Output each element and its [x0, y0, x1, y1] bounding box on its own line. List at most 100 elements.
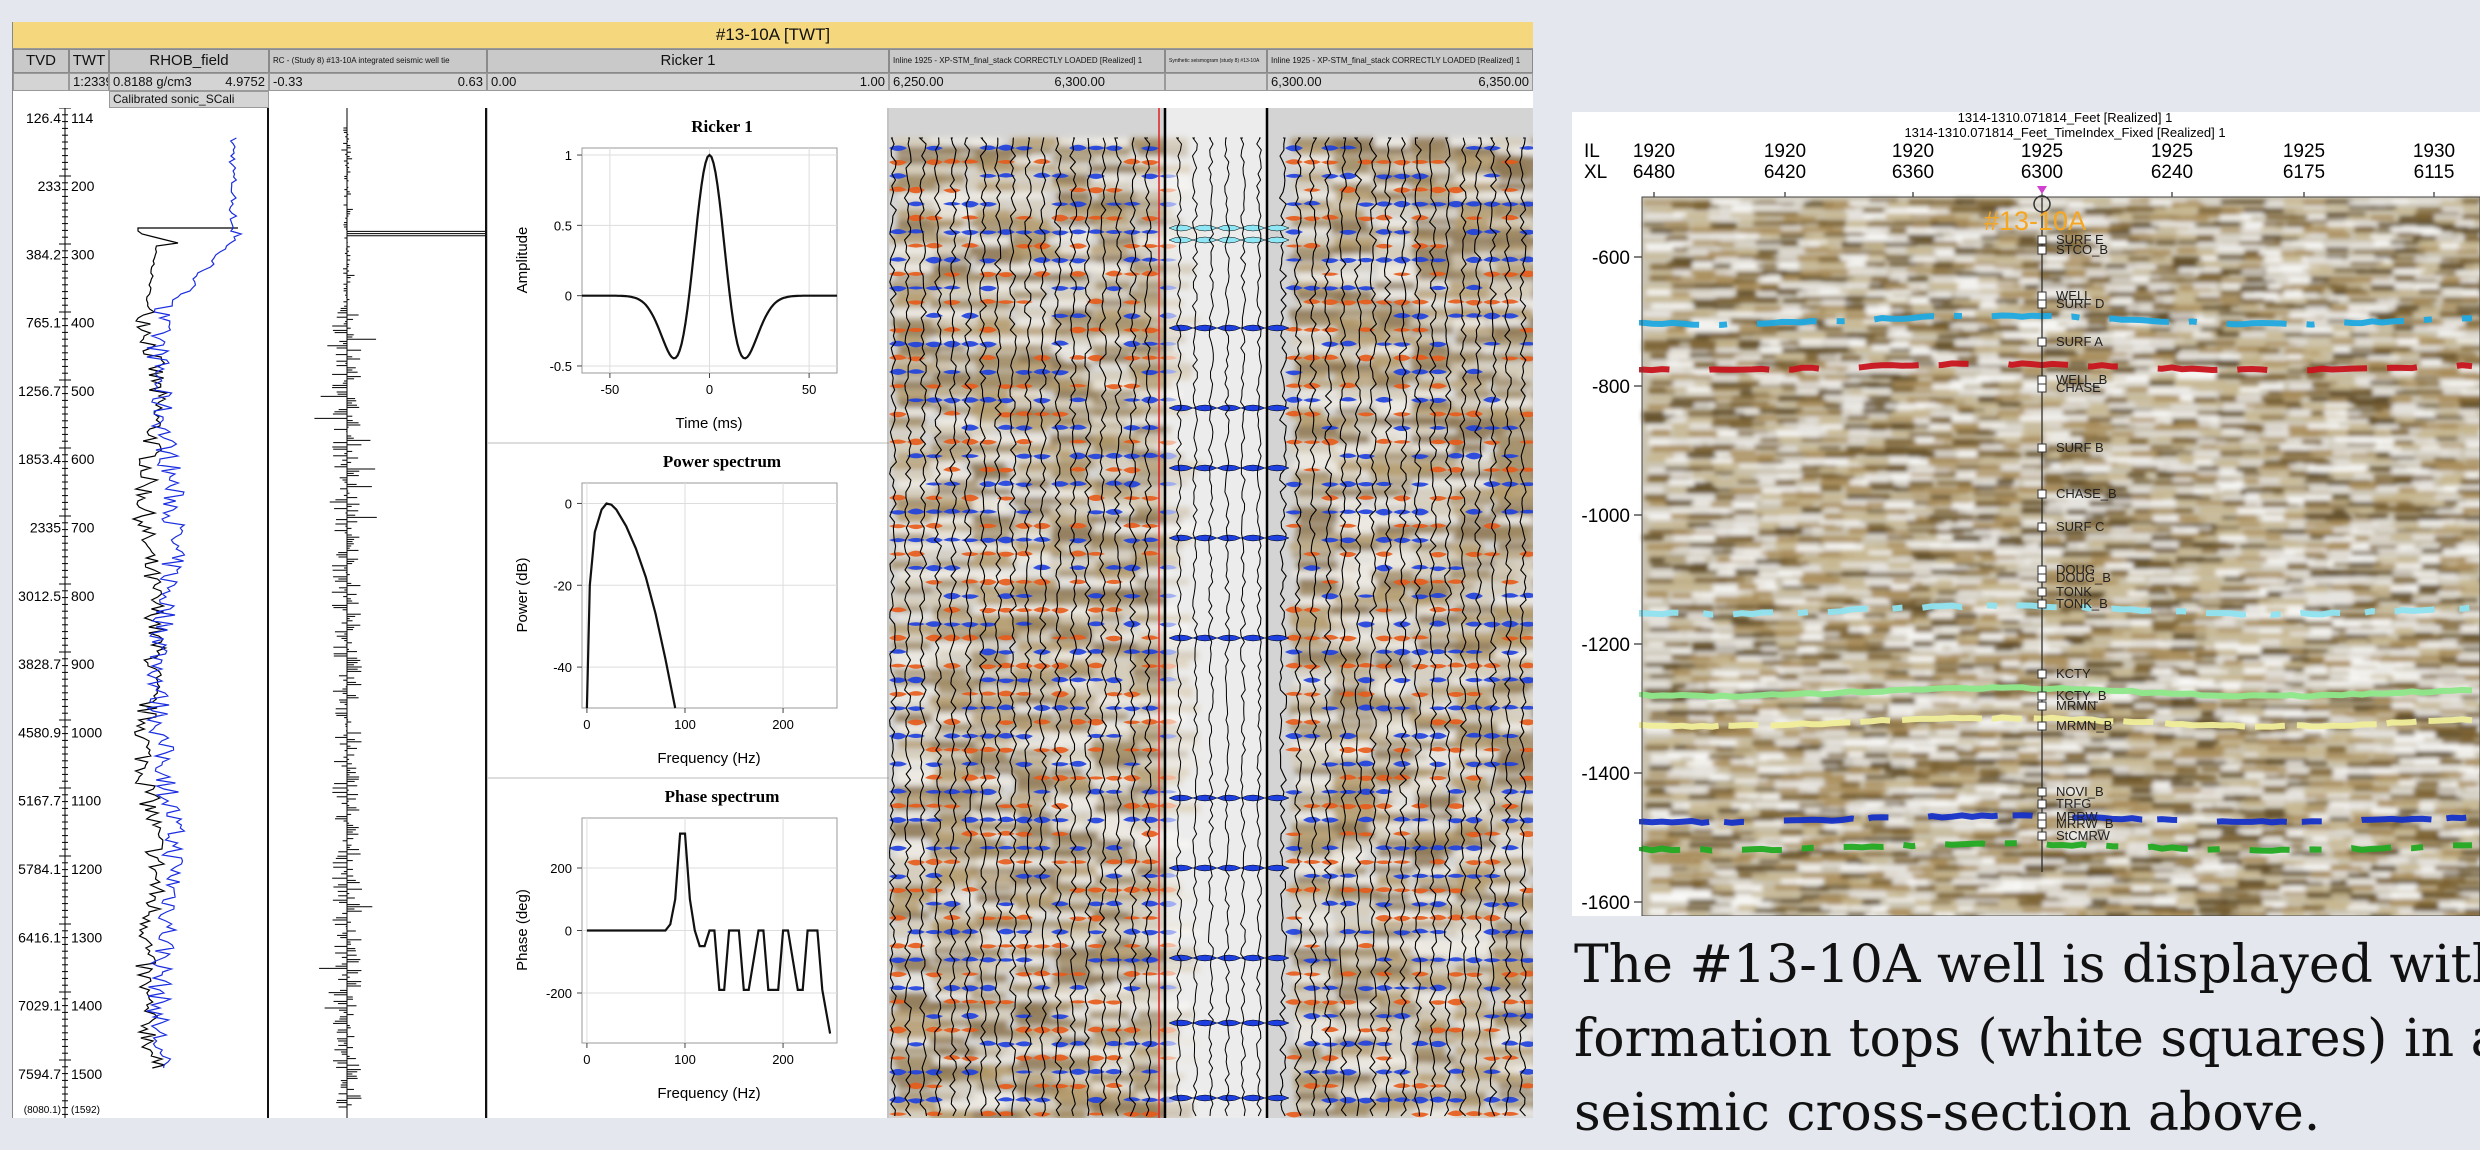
caption: The #13-10A well is displayed with forma… [1574, 928, 2474, 1150]
inline-label: 1925 [2283, 141, 2325, 162]
caption-line-1: The #13-10A well is displayed with [1574, 928, 2474, 1002]
tvd-label: 1853.4 [18, 451, 61, 467]
ricker-header[interactable]: Ricker 1 [487, 49, 889, 73]
formation-top-marker[interactable] [2038, 670, 2046, 678]
ricker-ylabel: Amplitude [514, 227, 531, 294]
power-spectrum-line [587, 504, 675, 709]
formation-top-marker[interactable] [2038, 292, 2046, 300]
tvd-label: 384.2 [26, 246, 61, 262]
formation-top-label: StCMRW [2056, 828, 2111, 843]
y-tick-label: 0 [565, 924, 572, 939]
tvd-label: 3012.5 [18, 588, 61, 604]
tvd-label: 6416.1 [18, 929, 61, 945]
cross-section-title-1: 1314-1310.071814_Feet [Realized] 1 [1958, 112, 2173, 125]
formation-top-marker[interactable] [2038, 574, 2046, 582]
seismic-right-header[interactable]: Inline 1925 - XP-STM_final_stack CORRECT… [1267, 49, 1533, 73]
formation-top-marker[interactable] [2038, 376, 2046, 384]
y-tick-label: 200 [550, 861, 572, 876]
formation-top-marker[interactable] [2038, 566, 2046, 574]
formation-top-marker[interactable] [2038, 236, 2046, 244]
rhob-min: 0.8188 g/cm3 [113, 74, 192, 89]
twt-label: 114 [71, 110, 94, 126]
formation-top-marker[interactable] [2038, 588, 2046, 596]
formation-top-marker[interactable] [2038, 444, 2046, 452]
synthetic-header[interactable]: Synthetic seismogram (study 8) #13-10A [1165, 49, 1267, 73]
twt-header[interactable]: TWT [69, 49, 109, 73]
synthetic-scale [1165, 73, 1267, 91]
formation-top-label: KCTY [2056, 666, 2091, 681]
twt-label: 400 [71, 315, 95, 331]
crossline-label: 6360 [1892, 162, 1934, 183]
tvd-label: 7029.1 [18, 998, 61, 1014]
x-tick-label: 0 [583, 717, 590, 732]
phase-spectrum-line [587, 834, 830, 1034]
power-plot-title: Power spectrum [663, 452, 781, 471]
formation-top-marker[interactable] [2038, 722, 2046, 730]
formation-top-marker[interactable] [2038, 702, 2046, 710]
sonic-label: Calibrated sonic_SCali [109, 91, 269, 108]
tvd-label: 3828.7 [18, 656, 61, 672]
seismic-traces[interactable] [889, 108, 1533, 1118]
tvd-header[interactable]: TVD [13, 49, 69, 73]
seis1-max: 6,300.00 [1054, 74, 1105, 90]
y-tick-label: 0 [565, 289, 572, 304]
x-tick-label: 100 [674, 717, 696, 732]
formation-top-marker[interactable] [2038, 338, 2046, 346]
formation-top-marker[interactable] [2038, 800, 2046, 808]
rhob-track[interactable] [118, 108, 269, 1118]
twt-label: 1300 [71, 929, 102, 945]
twt-label: 700 [71, 519, 95, 535]
seismic-cross-section[interactable]: 1314-1310.071814_Feet [Realized] 1 1314-… [1572, 112, 2480, 916]
formation-top-marker[interactable] [2038, 384, 2046, 392]
formation-top-label: MRMN_B [2056, 718, 2112, 733]
y-tick-label: 1 [565, 148, 572, 163]
twt-label: 1100 [71, 793, 101, 809]
time-tick-label: -1000 [1581, 506, 1630, 527]
twt-label: (1592) [71, 1105, 100, 1116]
twt-label: 200 [71, 178, 95, 194]
inline-label: 1920 [1892, 141, 1934, 162]
formation-top-marker[interactable] [2038, 600, 2046, 608]
formation-top-marker[interactable] [2038, 300, 2046, 308]
time-tick-label: -600 [1592, 248, 1630, 269]
x-tick-label: 200 [772, 1052, 794, 1067]
formation-top-marker[interactable] [2038, 490, 2046, 498]
formation-top-marker[interactable] [2038, 820, 2046, 828]
formation-top-marker[interactable] [2038, 246, 2046, 254]
crossline-label: 6480 [1633, 162, 1675, 183]
x-tick-label: 200 [772, 717, 794, 732]
tvd-label: 7594.7 [18, 1066, 61, 1082]
formation-top-label: SURF A [2056, 334, 2103, 349]
tvd-label: 4580.9 [18, 724, 61, 740]
xl-label: XL [1584, 162, 1607, 183]
phase-plot-title: Phase spectrum [665, 787, 780, 806]
window-title: #13-10A [TWT] [13, 22, 1533, 49]
formation-top-marker[interactable] [2038, 523, 2046, 531]
x-tick-label: 50 [802, 382, 816, 397]
twt-label: 1000 [71, 724, 102, 740]
twt-scale: 1:2339 [69, 73, 109, 91]
cross-section-title-2: 1314-1310.071814_Feet_TimeIndex_Fixed [R… [1904, 125, 2225, 140]
formation-top-label: SURF B [2056, 440, 2104, 455]
inline-label: 1925 [2151, 141, 2193, 162]
inline-label: 1930 [2413, 141, 2455, 162]
formation-top-marker[interactable] [2038, 692, 2046, 700]
rc-track[interactable] [269, 108, 487, 1118]
formation-top-marker[interactable] [2038, 832, 2046, 840]
seismic-left-header[interactable]: Inline 1925 - XP-STM_final_stack CORRECT… [889, 49, 1165, 73]
phase-ylabel: Phase (deg) [514, 889, 531, 971]
x-tick-label: 0 [706, 382, 713, 397]
ricker-min: 0.00 [491, 74, 516, 89]
il-label: IL [1584, 141, 1600, 162]
formation-top-label: DOUG_B [2056, 570, 2111, 585]
rhob-curve [133, 228, 238, 1068]
rc-header[interactable]: RC - (Study 8) #13-10A integrated seismi… [269, 49, 487, 73]
rhob-header[interactable]: RHOB_field [109, 49, 269, 73]
tvd-label: 1256.7 [18, 383, 61, 399]
formation-top-marker[interactable] [2038, 788, 2046, 796]
caption-line-3: seismic cross-section above. [1574, 1076, 2474, 1150]
